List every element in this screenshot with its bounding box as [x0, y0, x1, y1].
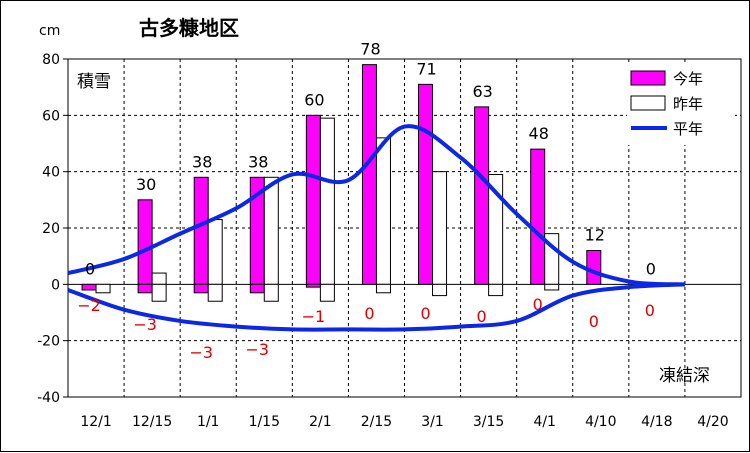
- snow-depth-label: 積雪: [77, 72, 111, 92]
- legend-swatch: [630, 95, 666, 111]
- this-year-snow-bar: [193, 176, 209, 285]
- last-year-snow-bar: [151, 272, 167, 285]
- x-tick-label: 1/15: [249, 414, 280, 430]
- frost-value-label: −3: [189, 343, 213, 362]
- x-tick-label: 2/15: [361, 414, 392, 430]
- frost-value-label: −3: [245, 340, 269, 359]
- x-tick-label: 4/18: [641, 414, 672, 430]
- frost-value-label: 0: [420, 304, 430, 323]
- frost-value-label: 0: [364, 304, 374, 323]
- y-tick-label: 60: [42, 108, 60, 124]
- x-tick-label: 3/15: [473, 414, 504, 430]
- last-year-frost-bar: [151, 283, 167, 302]
- chart-title: 古多糠地区: [139, 16, 239, 40]
- this-year-frost-bar: [249, 283, 265, 294]
- frost-value-label: −1: [302, 307, 326, 326]
- snow-value-label: 38: [192, 152, 212, 171]
- snow-value-label: 12: [585, 226, 605, 245]
- x-tick-label: 12/1: [80, 414, 111, 430]
- snow-value-label: 60: [304, 90, 324, 109]
- snow-value-label: 30: [136, 175, 156, 194]
- last-year-snow-bar: [207, 219, 223, 285]
- x-tick-label: 4/1: [533, 414, 556, 430]
- snow-value-label: 38: [248, 152, 268, 171]
- last-year-frost-bar: [544, 283, 560, 291]
- last-year-snow-bar: [375, 137, 391, 285]
- x-tick-label: 1/1: [197, 414, 220, 430]
- this-year-frost-bar: [137, 283, 153, 294]
- last-year-snow-bar: [263, 176, 279, 285]
- this-year-frost-bar: [81, 283, 97, 291]
- this-year-snow-bar: [474, 106, 490, 285]
- x-tick-label: 4/20: [697, 414, 728, 430]
- snow-value-label: 63: [472, 82, 492, 101]
- average-lines: [67, 124, 686, 332]
- this-year-snow-bar: [137, 199, 153, 285]
- x-tick-label: 2/1: [309, 414, 332, 430]
- y-tick-label: 80: [42, 52, 60, 68]
- axes: -40 -20 0 20 40 60 80 12/1 12/15 1/1 1/15 2/1 2/15 3/…: [37, 52, 742, 430]
- last-year-frost-bar: [95, 283, 111, 294]
- legend-label: 今年: [673, 70, 703, 88]
- x-tick-label: 4/10: [585, 414, 616, 430]
- x-tick-label: 3/1: [421, 414, 444, 430]
- this-year-snow-bar: [361, 64, 377, 285]
- y-tick-label: -20: [37, 334, 60, 350]
- legend-label: 昨年: [673, 95, 703, 113]
- this-year-frost-bar: [193, 283, 209, 294]
- snow-value-label: 48: [529, 124, 549, 143]
- legend-swatch: [630, 70, 666, 86]
- last-year-snow-bar: [319, 117, 335, 285]
- this-year-snow-bar: [305, 114, 321, 285]
- last-year-frost-bar: [207, 283, 223, 302]
- this-year-snow-bar: [530, 148, 546, 285]
- this-year-frost-bar: [305, 283, 321, 288]
- frost-value-label: 0: [477, 307, 487, 326]
- y-tick-label: 20: [42, 221, 60, 237]
- frost-value-label: 0: [533, 295, 543, 314]
- y-tick-label: 40: [42, 165, 60, 181]
- y-tick-label: -40: [37, 390, 60, 406]
- unit-label: cm: [39, 23, 60, 39]
- snow-value-label: 78: [360, 40, 380, 59]
- last-year-frost-bar: [319, 283, 335, 302]
- snow-value-label: 0: [646, 259, 656, 278]
- x-tick-label: 12/15: [132, 414, 172, 430]
- y-tick-label: 0: [51, 277, 60, 293]
- last-year-frost-bar: [488, 283, 504, 297]
- legend-label: 平年: [673, 120, 703, 138]
- last-year-frost-bar: [375, 283, 391, 294]
- frost-value-label: 0: [589, 312, 599, 331]
- last-year-frost-bar: [432, 283, 448, 297]
- this-year-snow-bar: [586, 250, 602, 285]
- snow-value-label: 71: [416, 59, 436, 78]
- last-year-snow-bar: [432, 171, 448, 285]
- frost-value-label: −3: [133, 315, 157, 334]
- average-snow-line: [67, 124, 686, 287]
- average-frost-line: [67, 282, 686, 332]
- frost-depth-label: 凍結深: [659, 366, 710, 386]
- this-year-snow-bar: [418, 83, 434, 285]
- frost-value-label: −2: [77, 296, 101, 315]
- bars: [81, 64, 602, 302]
- last-year-frost-bar: [263, 283, 279, 302]
- snow-value-label: 0: [85, 259, 95, 278]
- data-labels: 0 30 38 38 60 78 71 63 48 12 0 −2 −3 −3 −3 −1 0 0 0 0 0 0: [77, 40, 656, 362]
- frost-value-label: 0: [645, 301, 655, 320]
